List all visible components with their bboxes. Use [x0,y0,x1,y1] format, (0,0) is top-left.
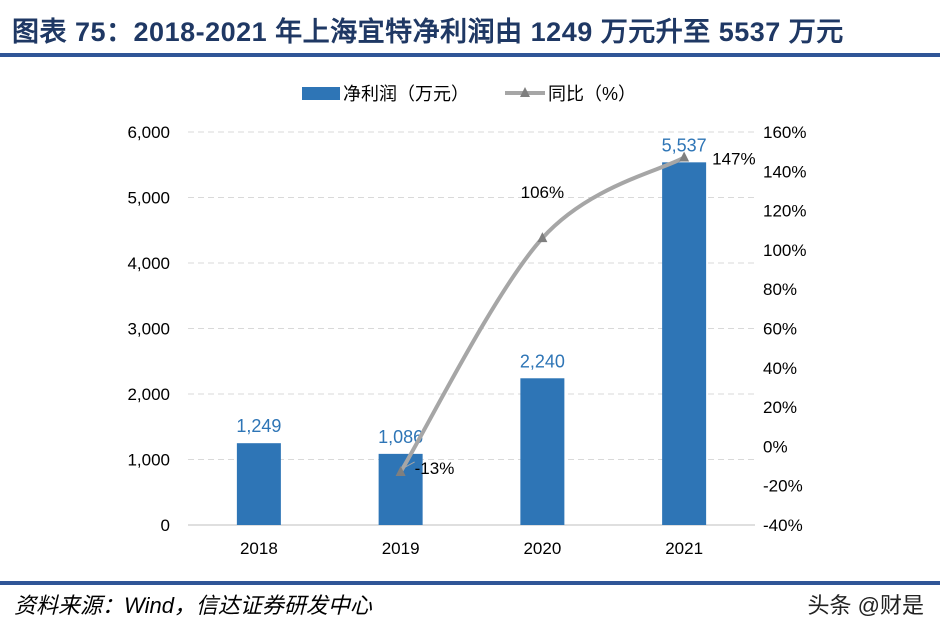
right-tick-label: 20% [763,398,797,417]
right-tick-label: 40% [763,359,797,378]
bar [378,453,423,525]
right-tick-label: 0% [763,437,788,456]
left-tick-label: 4,000 [127,254,170,273]
bar-data-label: 1,086 [378,427,423,447]
bar [520,378,565,525]
right-tick-label: -20% [763,477,803,496]
legend-swatch-bar [302,87,340,100]
left-tick-label: 3,000 [127,320,170,339]
chart: 0 1,000 2,000 3,000 4,000 5,000 6,000 -40% -20% 0… [127,84,806,558]
line-data-label: 147% [712,150,755,169]
x-tick-label: 2019 [382,539,420,558]
leader-line [403,461,415,469]
line-series [398,155,686,473]
legend-label-bar: 净利润（万元） [343,84,469,104]
bar-data-label: 5,537 [662,135,707,155]
right-tick-label: 140% [763,162,806,181]
source-note: 资料来源：Wind，信达证券研发中心 [14,593,372,618]
x-tick-label: 2020 [523,539,561,558]
legend-marker [520,87,530,97]
line-data-label: -13% [415,459,455,478]
right-tick-label: 60% [763,320,797,339]
bar [236,443,281,525]
bar [662,162,707,525]
left-tick-label: 2,000 [127,385,170,404]
left-tick-label: 0 [161,516,170,535]
line-marker [679,151,690,162]
right-tick-label: -40% [763,516,803,535]
line-marker [537,232,548,243]
right-tick-label: 160% [763,123,806,142]
bar-data-label: 1,249 [236,416,281,436]
x-tick-label: 2021 [665,539,703,558]
left-tick-label: 5,000 [127,189,170,208]
right-tick-label: 100% [763,241,806,260]
line-data-label: 106% [521,183,564,202]
watermark: 头条 @财是 [807,593,924,618]
chart-title: 图表 75：2018-2021 年上海宜特净利润由 1249 万元升至 5537… [12,17,844,47]
right-tick-label: 80% [763,280,797,299]
footer-divider [0,581,940,585]
left-tick-label: 6,000 [127,123,170,142]
line-marker [395,465,406,476]
title-divider [0,53,940,57]
legend-label-line: 同比（%） [548,84,636,104]
x-tick-label: 2018 [240,539,278,558]
bar-data-label: 2,240 [520,351,565,371]
left-tick-label: 1,000 [127,451,170,470]
right-tick-label: 120% [763,202,806,221]
